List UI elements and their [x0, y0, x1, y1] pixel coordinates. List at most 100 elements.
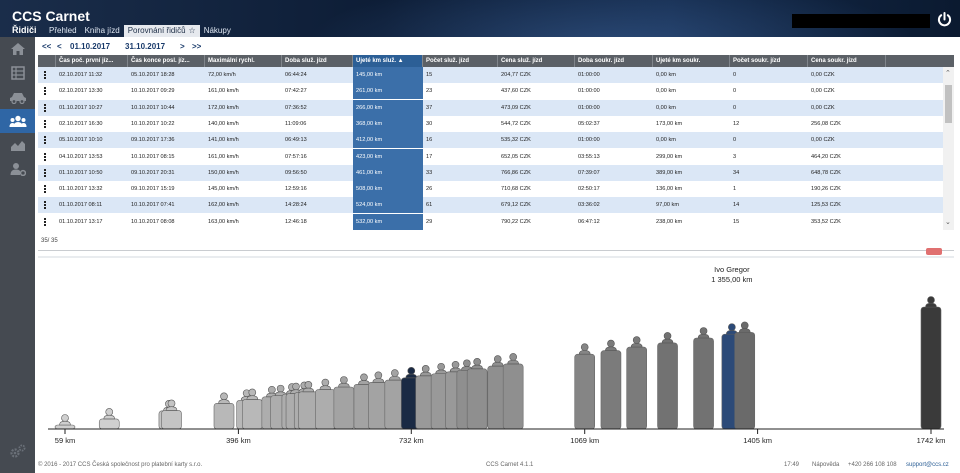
- driver-bar[interactable]: [920, 296, 942, 430]
- column-header[interactable]: Ujeté km soukr.: [653, 55, 730, 67]
- table-row[interactable]: 01.10.2017 10:27 10.10.2017 10:44 172,00 k…: [38, 99, 943, 116]
- driver-bar[interactable]: [98, 408, 120, 430]
- date-from[interactable]: 01.10.2017: [70, 42, 111, 51]
- sidebar-item-drivers[interactable]: [0, 109, 35, 133]
- driver-bar[interactable]: [213, 392, 235, 430]
- table-cell: 01:00:00: [578, 72, 600, 78]
- driver-bar[interactable]: [693, 327, 714, 430]
- table-cell: 544,72 CZK: [501, 120, 531, 127]
- driver-bar[interactable]: [626, 336, 647, 430]
- driver-bar[interactable]: [161, 399, 182, 430]
- scroll-up-icon[interactable]: ⌃: [945, 70, 951, 77]
- tab-porovnani-ridicu[interactable]: Porovnání řidičů ☆: [123, 25, 200, 37]
- driver-bar[interactable]: [333, 376, 355, 430]
- support-email-link[interactable]: support@ccs.cz: [906, 462, 949, 468]
- column-header[interactable]: Cena soukr. jízd: [808, 55, 886, 67]
- table-cell: 09.10.2017 17:36: [131, 137, 175, 144]
- column-header[interactable]: Ujeté km služ. ▲: [353, 55, 423, 67]
- driver-bar[interactable]: [54, 414, 76, 430]
- table-cell: 10.10.2017 10:44: [131, 104, 175, 111]
- star-outline-icon[interactable]: ☆: [188, 26, 196, 35]
- table-cell: 145,00 km/h: [208, 186, 239, 193]
- column-header[interactable]: Čas konce posl. jíz...: [128, 55, 205, 67]
- table-cell: 412,00 km: [353, 132, 423, 149]
- table-cell: 790,22 CZK: [501, 218, 531, 225]
- table-cell: 1: [733, 186, 737, 193]
- table-row[interactable]: 02.10.2017 11:32 05.10.2017 18:28 72,00 km…: [38, 67, 943, 83]
- help-link[interactable]: Nápověda: [812, 462, 840, 468]
- scroll-down-icon[interactable]: ⌄: [945, 219, 951, 226]
- column-header[interactable]: Počet soukr. jízd: [730, 55, 808, 67]
- table-row[interactable]: 01.10.2017 08:11 10.10.2017 07:41 162,00 k…: [38, 197, 943, 214]
- power-logout-icon[interactable]: [936, 11, 953, 28]
- driver-bar[interactable]: [734, 321, 756, 430]
- column-header[interactable]: Maximální rychl.: [205, 55, 282, 67]
- tab-label: Kniha jízd: [84, 26, 120, 35]
- table-cell: 72,00 km/h: [208, 72, 236, 78]
- row-menu-icon[interactable]: [44, 119, 47, 129]
- table-cell: 679,12 CZK: [501, 202, 531, 209]
- prev-period-button[interactable]: <: [57, 42, 62, 51]
- table-cell: 01.10.2017 10:50: [59, 169, 103, 176]
- next-period-button[interactable]: >: [180, 42, 185, 51]
- driver-bar[interactable]: [502, 353, 524, 430]
- date-to[interactable]: 31.10.2017: [125, 42, 166, 51]
- table-row[interactable]: 01.10.2017 10:50 09.10.2017 20:31 150,00 k…: [38, 164, 943, 181]
- table-cell: 173,00 km: [656, 120, 683, 127]
- panel-splitter-button[interactable]: [926, 248, 942, 255]
- row-menu-icon[interactable]: [44, 152, 47, 162]
- row-menu-icon[interactable]: [44, 217, 47, 227]
- table-cell: 05:02:37: [578, 120, 600, 127]
- table-row[interactable]: 02.10.2017 13:30 10.10.2017 09:29 161,00 k…: [38, 83, 943, 100]
- table-cell: 368,00 km: [353, 115, 423, 132]
- section-title: Řidiči: [12, 25, 37, 35]
- user-info-box[interactable]: [792, 14, 930, 28]
- table-row[interactable]: 04.10.2017 13:53 10.10.2017 08:15 161,00 k…: [38, 148, 943, 165]
- table-cell: 10.10.2017 07:41: [131, 202, 175, 209]
- tab-kniha-jizd[interactable]: Kniha jízd: [81, 25, 124, 37]
- table-row[interactable]: 05.10.2017 10:10 09.10.2017 17:36 141,00 k…: [38, 132, 943, 149]
- table-cell: 06:47:12: [578, 218, 600, 225]
- sidebar-item-settings[interactable]: [0, 439, 35, 463]
- row-menu-icon[interactable]: [44, 168, 47, 178]
- row-menu-icon[interactable]: [44, 201, 47, 210]
- driver-bar[interactable]: [368, 371, 389, 430]
- driver-bar[interactable]: [657, 332, 678, 430]
- column-header[interactable]: Čas poč. první jíz...: [56, 55, 128, 67]
- row-menu-icon[interactable]: [44, 136, 47, 145]
- panel-splitter[interactable]: [38, 256, 954, 258]
- row-menu-icon[interactable]: [44, 185, 47, 194]
- last-period-button[interactable]: >>: [192, 42, 202, 51]
- tab-prehled[interactable]: Přehled: [45, 25, 81, 37]
- tooltip-driver-name: Ivo Gregor: [714, 265, 750, 274]
- x-axis-tick-label: 1742 km: [917, 436, 946, 445]
- scrollbar-thumb[interactable]: [945, 85, 952, 123]
- sidebar-item-statistics[interactable]: [0, 133, 35, 157]
- table-vertical-scrollbar[interactable]: ⌃ ⌄: [943, 67, 954, 230]
- driver-bar[interactable]: [487, 355, 509, 430]
- column-header[interactable]: Počet služ. jízd: [423, 55, 498, 67]
- driver-bar[interactable]: [466, 358, 488, 430]
- column-header[interactable]: Cena služ. jízd: [498, 55, 575, 67]
- table-cell: 172,00 km/h: [208, 104, 239, 111]
- x-axis-tick-label: 396 km: [226, 436, 251, 445]
- table-cell: 09.10.2017 20:31: [131, 169, 175, 176]
- table-row[interactable]: 01.10.2017 13:32 09.10.2017 15:19 145,00 k…: [38, 181, 943, 198]
- row-menu-icon[interactable]: [44, 87, 47, 96]
- table-row[interactable]: 02.10.2017 16:30 10.10.2017 10:22 140,00 k…: [38, 115, 943, 132]
- tab-nakupy[interactable]: Nákupy: [200, 25, 235, 37]
- chart-canvas: 59 km 396 km 732 km 1069 km 1405 km 1742 km Iv…: [48, 265, 946, 445]
- driver-bar[interactable]: [315, 378, 336, 430]
- column-header[interactable]: Doba soukr. jízd: [575, 55, 653, 67]
- column-header[interactable]: Doba služ. jízd: [282, 55, 353, 67]
- sidebar-item-user-settings[interactable]: [0, 157, 35, 181]
- row-menu-icon[interactable]: [44, 71, 47, 80]
- sidebar-item-vehicles[interactable]: [0, 85, 35, 109]
- first-period-button[interactable]: <<: [42, 42, 52, 51]
- driver-bar[interactable]: [574, 343, 596, 430]
- row-menu-icon[interactable]: [44, 103, 47, 113]
- sidebar-item-table[interactable]: [0, 61, 35, 85]
- sidebar-item-home[interactable]: [0, 37, 35, 61]
- table-row[interactable]: 01.10.2017 13:17 10.10.2017 08:08 163,00 k…: [38, 213, 943, 230]
- driver-bar[interactable]: [600, 339, 622, 430]
